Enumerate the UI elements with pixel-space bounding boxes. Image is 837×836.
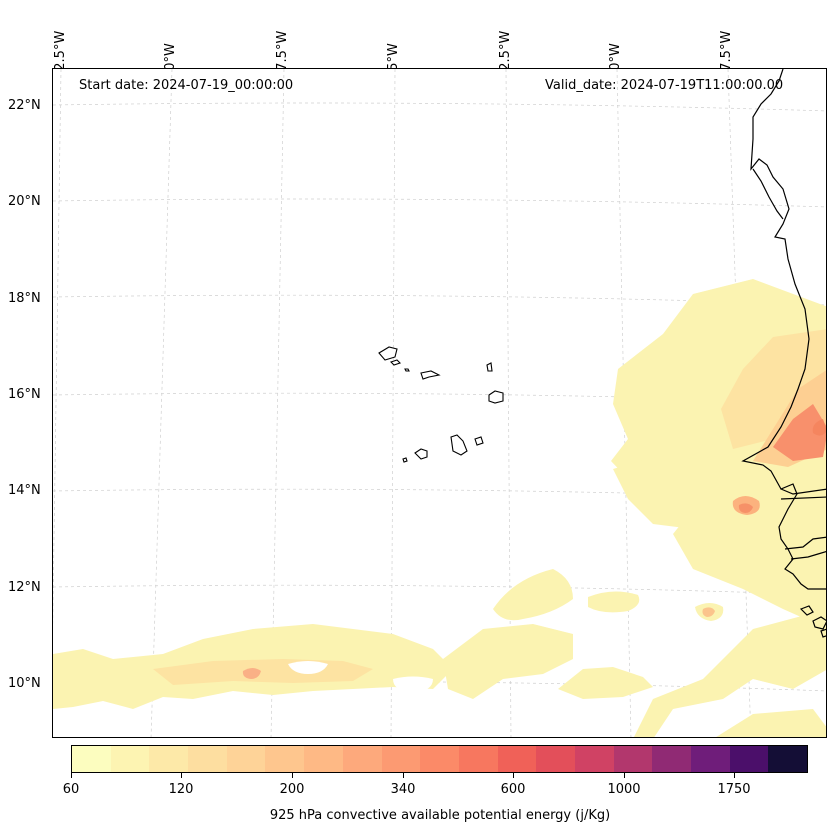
valid-date-label: Valid_date: 2024-07-19T11:00:00.00 [545, 78, 784, 93]
colorbar-cell-5 [226, 746, 266, 772]
cape-band-south-east [634, 609, 826, 737]
cape-hole-10n-b [393, 676, 433, 693]
colorbar-cell-17 [691, 746, 730, 772]
colorbar-cell-11 [458, 746, 498, 772]
cape-spot-east-a [812, 419, 826, 436]
cape-region-coast-core [773, 404, 826, 461]
colorbar-cell-8 [342, 746, 382, 772]
gridline-lon-30 [150, 69, 173, 737]
colorbar-cell-16 [652, 746, 691, 772]
cape-field [53, 279, 826, 737]
colorbar-cell-13 [536, 746, 575, 772]
lat-label-12n: 12°N [8, 580, 41, 595]
gridline-lat-20 [53, 198, 826, 208]
lat-label-10n: 10°N [8, 676, 41, 691]
cape-spot-11-5n [702, 607, 715, 617]
coastline-africa [741, 69, 826, 590]
colorbar-cell-6 [265, 746, 305, 772]
colorbar-label-1750: 1750 [717, 782, 751, 797]
colorbar [71, 745, 808, 773]
island-boa-vista [488, 390, 504, 404]
cape-region-east-mid [721, 329, 826, 449]
colorbar-label-120: 120 [168, 782, 194, 797]
colorbar-cell-15 [613, 746, 653, 772]
colorbar-label-600: 600 [500, 782, 526, 797]
colorbar-tick-340 [403, 773, 404, 778]
coastline-north-coast [752, 168, 784, 220]
colorbar-tick-200 [292, 773, 293, 778]
colorbar-tick-1750 [734, 773, 735, 778]
lat-label-14n: 14°N [8, 483, 41, 498]
cape-band-14n [613, 457, 713, 529]
cape-spot-10n [242, 668, 261, 679]
colorbar-cell-1 [72, 746, 111, 772]
gridline-lon-32-5 [53, 69, 62, 629]
colorbar-tick-1000 [624, 773, 625, 778]
colorbar-cell-19 [768, 746, 808, 772]
colorbar-cell-2 [110, 746, 150, 772]
island-santo-antao [378, 346, 398, 361]
colorbar-tick-60 [71, 773, 72, 778]
start-date-label: Start date: 2024-07-19_00:00:00 [79, 78, 294, 93]
map-frame [52, 68, 827, 738]
lat-label-22n: 22°N [8, 98, 41, 113]
colorbar-cell-10 [420, 746, 459, 772]
cape-patch-10n-east [558, 667, 653, 699]
colorbar-tick-600 [513, 773, 514, 778]
lat-label-18n: 18°N [8, 291, 41, 306]
colorbar-label-1000: 1000 [607, 782, 641, 797]
cape-hole-10n [288, 661, 328, 674]
lat-label-20n: 20°N [8, 194, 41, 209]
coastline-gambia [780, 488, 826, 500]
coastlines [741, 69, 826, 638]
coastline-bijagos [799, 605, 826, 638]
colorbar-tick-120 [181, 773, 182, 778]
colorbar-label-200: 200 [279, 782, 305, 797]
cape-verde-islands [378, 346, 504, 463]
colorbar-label-340: 340 [390, 782, 416, 797]
cape-patch-12n [493, 569, 573, 621]
map-canvas [53, 69, 826, 737]
cape-spot-14n-core [738, 503, 753, 513]
island-santa-luzia [404, 368, 410, 372]
gridline-lon-25 [390, 69, 396, 737]
island-brava [402, 457, 408, 463]
cape-band-10n-mid [443, 624, 573, 699]
island-santiago [450, 434, 468, 456]
island-sal [486, 362, 493, 372]
island-sao-nicolau [420, 370, 441, 380]
colorbar-cell-7 [304, 746, 343, 772]
lat-label-16n: 16°N [8, 387, 41, 402]
colorbar-title: 925 hPa convective available potential e… [269, 808, 611, 823]
coastline-guinea-bissau [784, 536, 826, 560]
colorbar-cell-14 [574, 746, 614, 772]
island-fogo [414, 448, 428, 460]
island-sao-vicente [389, 359, 402, 366]
gridline-lon-20 [616, 69, 632, 737]
island-maio [474, 436, 484, 446]
colorbar-cell-9 [381, 746, 421, 772]
colorbar-cell-3 [149, 746, 189, 772]
colorbar-label-60: 60 [62, 782, 80, 797]
gridline-lat-22 [53, 102, 826, 112]
cape-patch-12n-east [588, 591, 640, 613]
colorbar-cell-4 [188, 746, 227, 772]
colorbar-cell-12 [497, 746, 537, 772]
colorbar-cell-18 [729, 746, 769, 772]
gridline-lon-17-5 [727, 69, 752, 737]
gridline-lat-12 [53, 584, 826, 596]
